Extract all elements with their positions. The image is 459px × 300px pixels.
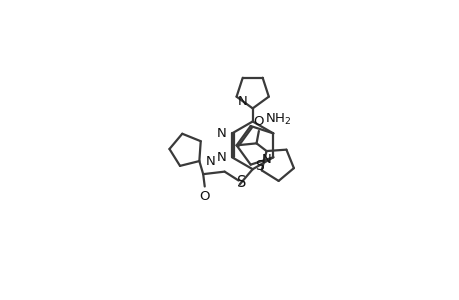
Text: O: O <box>199 190 209 202</box>
Text: N: N <box>205 154 215 168</box>
Text: N: N <box>261 153 271 166</box>
Text: S: S <box>255 159 263 173</box>
Text: O: O <box>253 115 263 128</box>
Text: N: N <box>237 94 247 108</box>
Text: N: N <box>216 127 226 140</box>
Text: N: N <box>216 151 226 164</box>
Text: NH$_2$: NH$_2$ <box>264 112 290 128</box>
Text: S: S <box>236 175 246 190</box>
